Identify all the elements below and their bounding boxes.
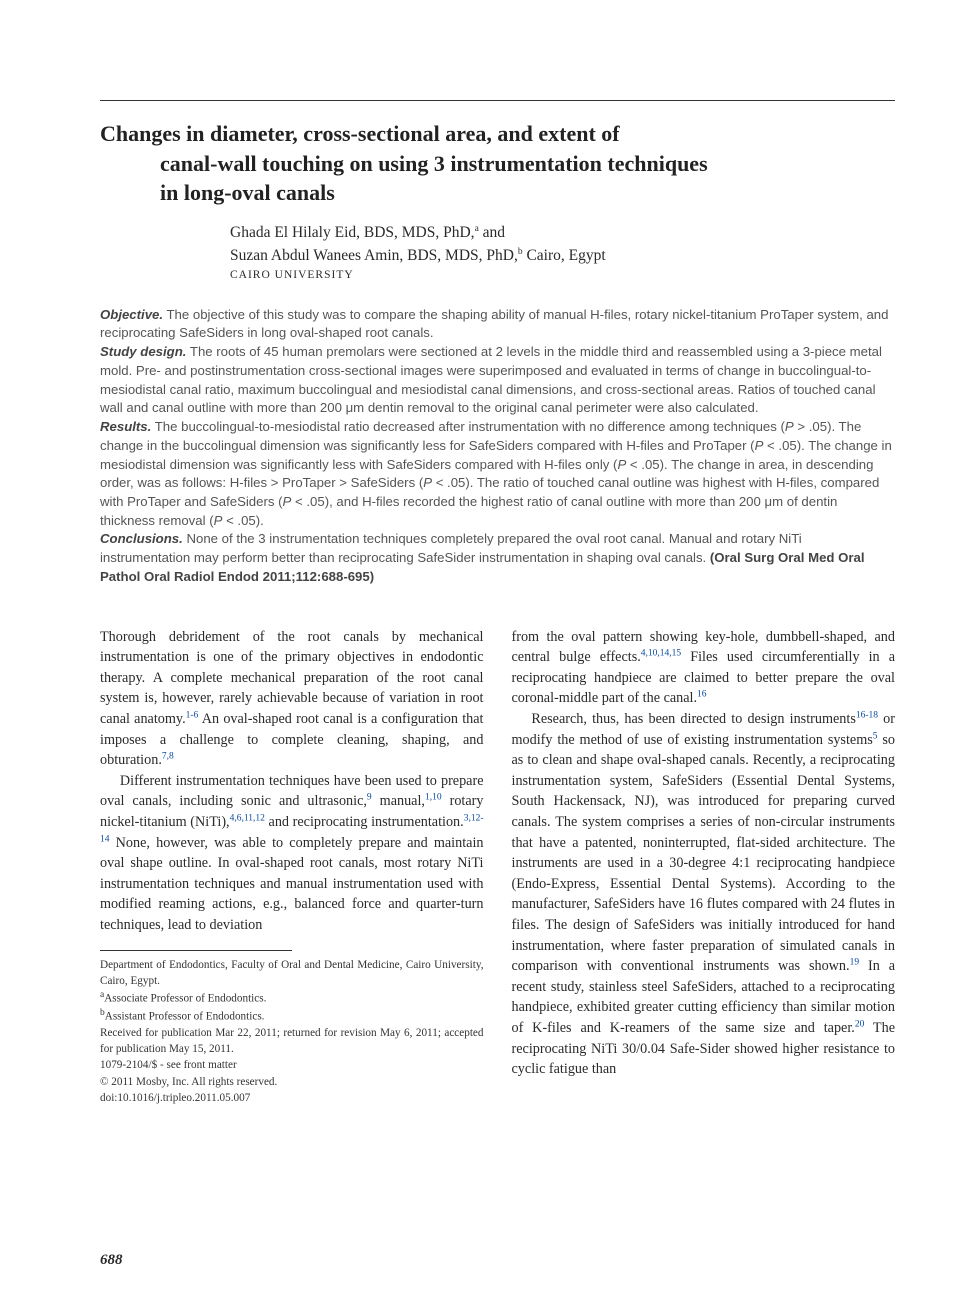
- footnote-received: Received for publication Mar 22, 2011; r…: [100, 1025, 484, 1057]
- results-g: < .05).: [222, 513, 263, 528]
- authors-block: Ghada El Hilaly Eid, BDS, MDS, PhD,a and…: [100, 222, 895, 284]
- author-line-1: Ghada El Hilaly Eid, BDS, MDS, PhD,a and: [230, 222, 895, 244]
- conclusions-text: None of the 3 instrumentation techniques…: [100, 531, 802, 565]
- lp1s2[interactable]: 7,8: [162, 752, 174, 762]
- fa-text: Associate Professor of Endodontics.: [104, 993, 266, 1005]
- rp2s1[interactable]: 16-18: [856, 710, 878, 720]
- abstract-conclusions: Conclusions. None of the 3 instrumentati…: [100, 530, 895, 586]
- journal-page: Changes in diameter, cross-sectional are…: [0, 0, 975, 1305]
- footnote-rule: [100, 950, 292, 951]
- footnotes: Department of Endodontics, Faculty of Or…: [100, 957, 484, 1107]
- author-line-2: Suzan Abdul Wanees Amin, BDS, MDS, PhD,b…: [230, 245, 895, 267]
- author-1-post: and: [479, 224, 505, 241]
- footnote-copyright: © 2011 Mosby, Inc. All rights reserved.: [100, 1074, 484, 1090]
- abstract-objective: Objective. The objective of this study w…: [100, 306, 895, 343]
- objective-label: Objective.: [100, 307, 163, 322]
- footnote-dept: Department of Endodontics, Faculty of Or…: [100, 957, 484, 989]
- lp2s2[interactable]: 1,10: [425, 793, 442, 803]
- p-1: P: [785, 419, 794, 434]
- lp2a: Different instrumentation techniques hav…: [100, 773, 484, 810]
- rp2s3[interactable]: 19: [850, 957, 860, 967]
- author-1-name: Ghada El Hilaly Eid, BDS, MDS, PhD,: [230, 224, 475, 241]
- footnote-b: bAssistant Professor of Endodontics.: [100, 1007, 484, 1025]
- rp2s4[interactable]: 20: [855, 1019, 865, 1029]
- author-2-name: Suzan Abdul Wanees Amin, BDS, MDS, PhD,: [230, 247, 518, 264]
- abstract-results: Results. The buccolingual-to-mesiodistal…: [100, 418, 895, 530]
- right-para-2: Research, thus, has been directed to des…: [512, 709, 896, 1080]
- lp2d: and reciprocating instrumentation.: [265, 814, 464, 830]
- footnote-issn: 1079-2104/$ - see front matter: [100, 1057, 484, 1073]
- title-line-2: canal-wall touching on using 3 instrumen…: [100, 149, 895, 179]
- top-rule: [100, 100, 895, 101]
- abstract-design: Study design. The roots of 45 human prem…: [100, 343, 895, 418]
- design-label: Study design.: [100, 344, 186, 359]
- p-4: P: [423, 475, 432, 490]
- lp2e: None, however, was able to completely pr…: [100, 835, 484, 933]
- footnote-doi: doi:10.1016/j.tripleo.2011.05.007: [100, 1090, 484, 1106]
- left-column: Thorough debridement of the root canals …: [100, 627, 484, 1106]
- conclusions-label: Conclusions.: [100, 531, 183, 546]
- design-text: The roots of 45 human premolars were sec…: [100, 344, 882, 415]
- left-para-2: Different instrumentation techniques hav…: [100, 771, 484, 936]
- fb-text: Assistant Professor of Endodontics.: [105, 1011, 265, 1023]
- p-3: P: [617, 457, 626, 472]
- lp2b: manual,: [372, 793, 425, 809]
- right-column: from the oval pattern showing key-hole, …: [512, 627, 896, 1106]
- left-para-1: Thorough debridement of the root canals …: [100, 627, 484, 771]
- lp2s3[interactable]: 4,6,11,12: [230, 813, 265, 823]
- right-para-1: from the oval pattern showing key-hole, …: [512, 627, 896, 709]
- rp1s1[interactable]: 4,10,14,15: [641, 649, 681, 659]
- affiliation: CAIRO UNIVERSITY: [230, 267, 895, 284]
- rp1s2[interactable]: 16: [697, 690, 707, 700]
- objective-text: The objective of this study was to compa…: [100, 307, 888, 341]
- body-columns: Thorough debridement of the root canals …: [100, 627, 895, 1106]
- results-a: The buccolingual-to-mesiodistal ratio de…: [151, 419, 785, 434]
- article-title: Changes in diameter, cross-sectional are…: [100, 119, 895, 208]
- results-label: Results.: [100, 419, 151, 434]
- title-line-3: in long-oval canals: [100, 178, 895, 208]
- footnote-a: aAssociate Professor of Endodontics.: [100, 989, 484, 1007]
- lp1s1[interactable]: 1-6: [186, 710, 199, 720]
- title-line-1: Changes in diameter, cross-sectional are…: [100, 119, 895, 149]
- author-2-post: Cairo, Egypt: [523, 247, 606, 264]
- abstract-block: Objective. The objective of this study w…: [100, 306, 895, 587]
- rp2a: Research, thus, has been directed to des…: [531, 711, 855, 727]
- rp2c: so as to clean and shape oval-shaped can…: [512, 732, 896, 975]
- p-5: P: [283, 494, 292, 509]
- page-number: 688: [100, 1252, 123, 1269]
